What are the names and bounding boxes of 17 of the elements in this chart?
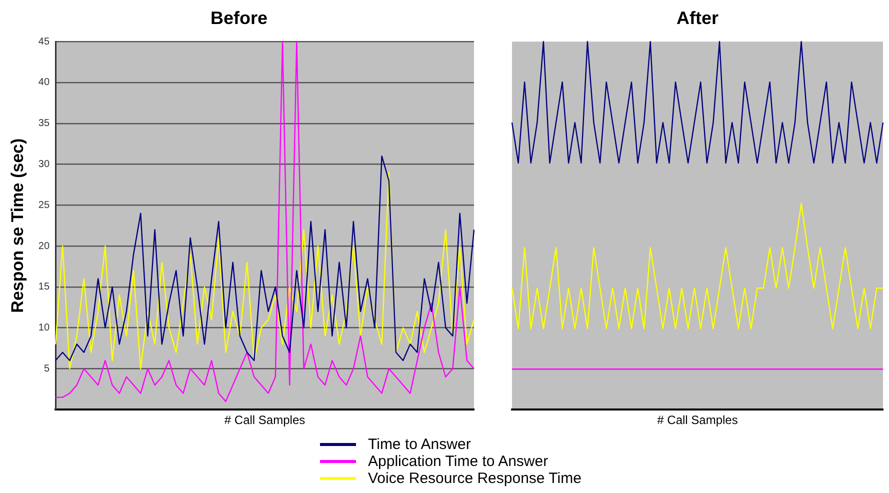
y-tick-label: 10 <box>38 322 50 334</box>
y-tick-label: 15 <box>38 282 50 293</box>
legend-label: Voice Resource Response Time <box>368 470 582 487</box>
y-axis-title: Respon se Time (sec) <box>8 138 27 313</box>
y-tick-label: 40 <box>38 77 50 88</box>
y-tick-label: 45 <box>38 36 50 48</box>
chart-title: Before <box>210 8 268 28</box>
x-axis-title: # Call Samples <box>224 413 306 428</box>
legend-label: Time to Answer <box>368 436 471 453</box>
y-tick-label: 5 <box>44 363 50 374</box>
y-tick-label: 35 <box>38 118 50 130</box>
chart-title: After <box>676 8 719 28</box>
y-tick-label: 30 <box>38 159 50 170</box>
y-tick-label: 25 <box>38 200 50 211</box>
y-tick-label: 20 <box>38 240 50 252</box>
legend-label: Application Time to Answer <box>368 453 548 470</box>
x-axis-title: # Call Samples <box>657 413 738 428</box>
